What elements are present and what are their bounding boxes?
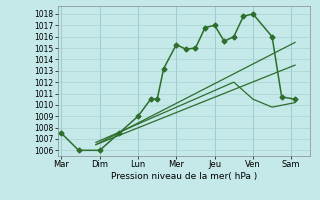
X-axis label: Pression niveau de la mer( hPa ): Pression niveau de la mer( hPa ) [111, 172, 257, 181]
